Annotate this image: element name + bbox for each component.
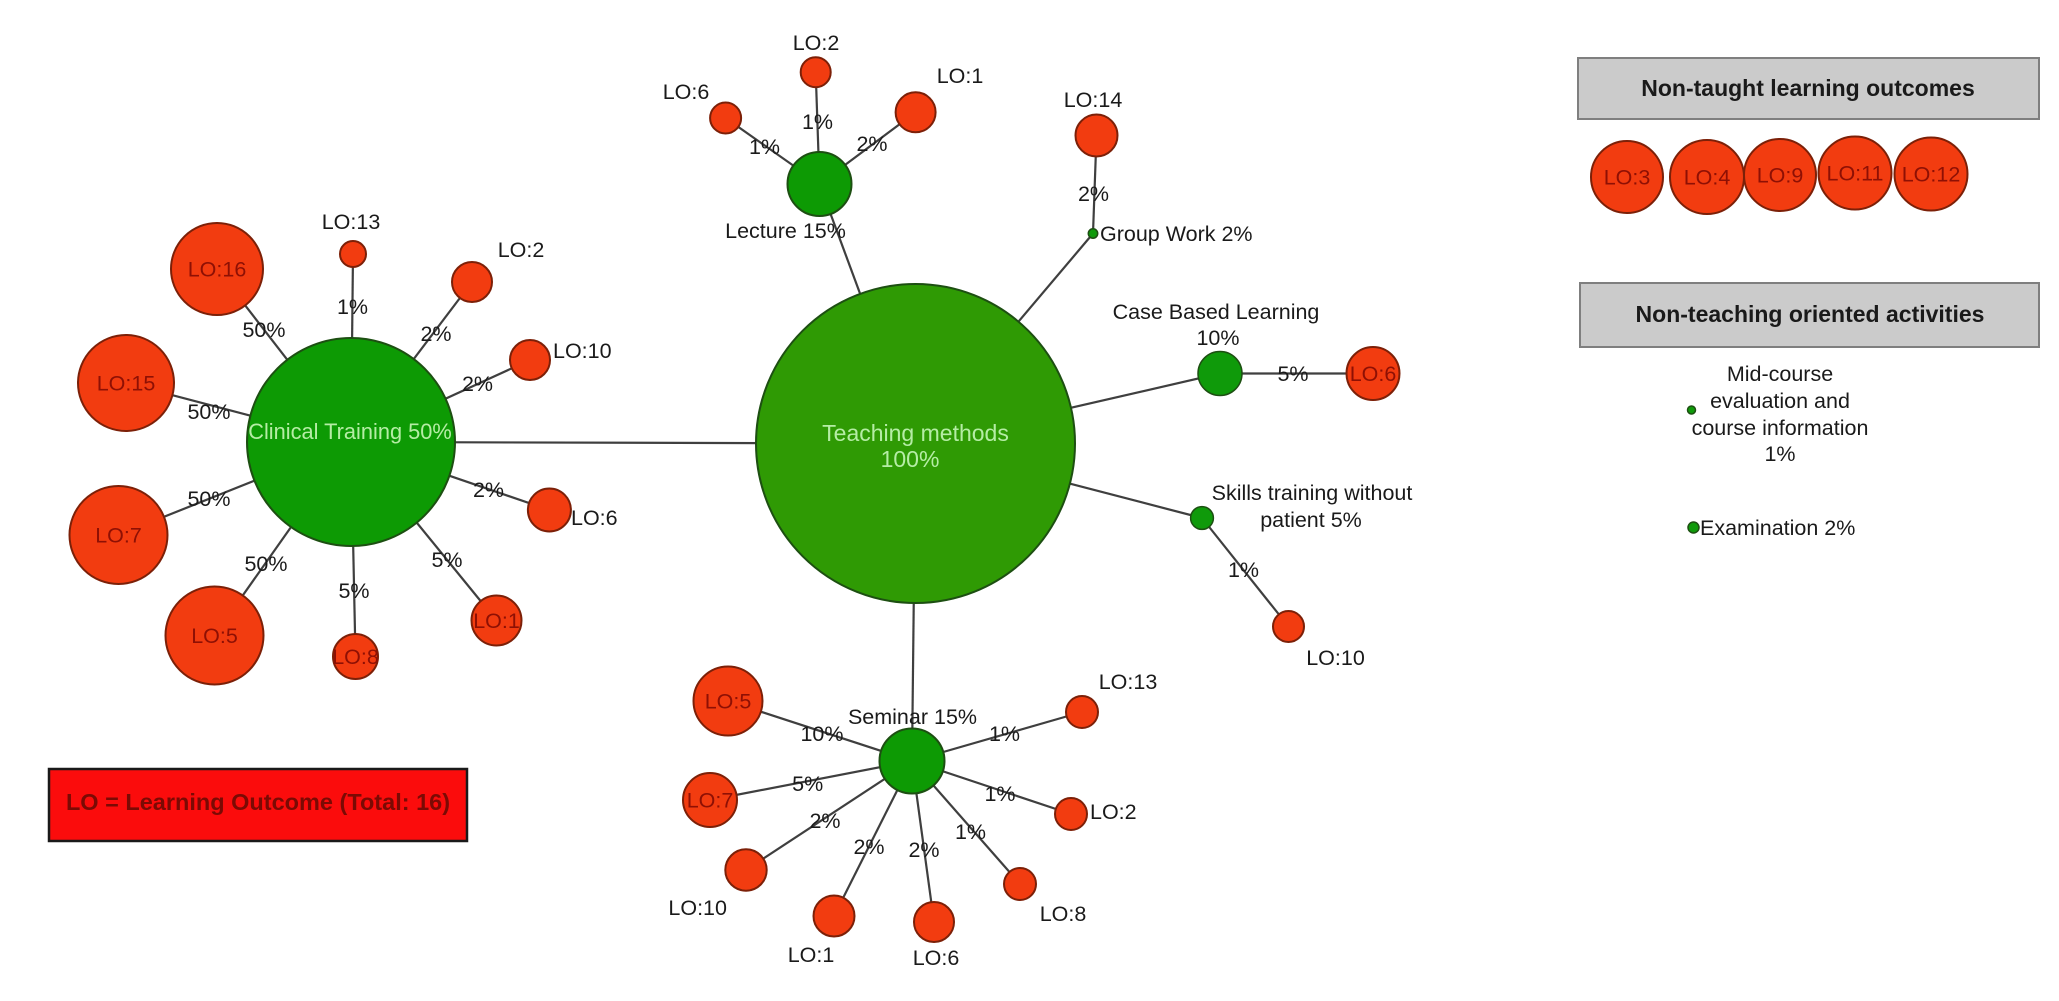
svg-text:Non-taught learning outcomes: Non-taught learning outcomes [1641, 75, 1975, 101]
svg-text:1%: 1% [337, 295, 368, 319]
svg-text:evaluation and: evaluation and [1710, 389, 1850, 413]
svg-text:LO:7: LO:7 [687, 789, 734, 813]
svg-text:1%: 1% [802, 110, 833, 134]
svg-text:LO:15: LO:15 [97, 372, 156, 396]
svg-text:LO:8: LO:8 [332, 645, 379, 669]
svg-text:Skills training without: Skills training without [1212, 481, 1413, 505]
svg-text:2%: 2% [1078, 182, 1109, 206]
svg-text:Group Work 2%: Group Work 2% [1100, 222, 1253, 246]
svg-text:Lecture 15%: Lecture 15% [725, 219, 846, 243]
svg-text:2%: 2% [856, 132, 887, 156]
svg-text:5%: 5% [338, 579, 369, 603]
svg-text:1%: 1% [1228, 558, 1259, 582]
svg-text:1%: 1% [989, 722, 1020, 746]
svg-text:LO:5: LO:5 [705, 690, 752, 714]
svg-text:LO:14: LO:14 [1064, 88, 1123, 112]
svg-text:course information: course information [1692, 416, 1869, 440]
svg-text:LO:6: LO:6 [1350, 362, 1397, 386]
svg-text:LO:5: LO:5 [191, 624, 238, 648]
svg-text:2%: 2% [462, 372, 493, 396]
svg-text:LO:1: LO:1 [788, 943, 835, 967]
svg-text:LO:11: LO:11 [1827, 162, 1884, 186]
svg-text:patient 5%: patient 5% [1260, 508, 1362, 532]
svg-text:Examination 2%: Examination 2% [1700, 516, 1855, 540]
svg-text:50%: 50% [187, 400, 230, 424]
svg-text:LO:1: LO:1 [937, 64, 984, 88]
svg-text:LO:10: LO:10 [668, 896, 727, 920]
svg-text:LO:7: LO:7 [95, 524, 142, 548]
svg-text:2%: 2% [473, 478, 504, 502]
svg-text:LO:1: LO:1 [473, 609, 520, 633]
svg-text:10%: 10% [800, 722, 843, 746]
svg-text:5%: 5% [431, 548, 462, 572]
svg-text:1%: 1% [955, 820, 986, 844]
svg-text:1%: 1% [1764, 442, 1795, 466]
svg-text:Seminar 15%: Seminar 15% [848, 705, 977, 729]
svg-text:LO:2: LO:2 [793, 31, 840, 55]
svg-text:LO:16: LO:16 [188, 258, 247, 282]
svg-text:5%: 5% [1277, 362, 1308, 386]
svg-text:2%: 2% [908, 838, 939, 862]
svg-text:LO:13: LO:13 [322, 210, 381, 234]
svg-text:1%: 1% [984, 782, 1015, 806]
svg-text:2%: 2% [853, 835, 884, 859]
svg-text:Case Based Learning: Case Based Learning [1113, 300, 1320, 324]
svg-text:50%: 50% [187, 487, 230, 511]
svg-text:50%: 50% [242, 318, 285, 342]
svg-text:LO:6: LO:6 [571, 506, 618, 530]
svg-text:LO:6: LO:6 [913, 946, 960, 970]
svg-text:LO:3: LO:3 [1604, 166, 1651, 190]
svg-text:2%: 2% [809, 809, 840, 833]
svg-text:LO:6: LO:6 [663, 80, 710, 104]
svg-text:LO:2: LO:2 [1090, 800, 1137, 824]
svg-text:2%: 2% [420, 322, 451, 346]
svg-text:LO:12: LO:12 [1902, 163, 1961, 187]
svg-text:LO:4: LO:4 [1684, 166, 1731, 190]
svg-text:Non-teaching oriented activiti: Non-teaching oriented activities [1636, 301, 1985, 327]
svg-text:LO:10: LO:10 [1306, 646, 1365, 670]
svg-text:LO:10: LO:10 [553, 339, 612, 363]
svg-text:LO:9: LO:9 [1757, 164, 1804, 188]
svg-text:LO = Learning Outcome (Total:: LO = Learning Outcome (Total: 16) [66, 789, 450, 815]
svg-text:5%: 5% [792, 772, 823, 796]
svg-text:1%: 1% [749, 135, 780, 159]
svg-text:100%: 100% [881, 446, 940, 472]
svg-text:10%: 10% [1196, 326, 1239, 350]
svg-text:Mid-course: Mid-course [1727, 362, 1833, 386]
svg-text:LO:8: LO:8 [1040, 902, 1087, 926]
svg-text:LO:2: LO:2 [498, 238, 545, 262]
svg-text:LO:13: LO:13 [1099, 670, 1158, 694]
svg-text:50%: 50% [244, 552, 287, 576]
svg-text:Teaching methods: Teaching methods [822, 420, 1009, 446]
svg-text:Clinical Training 50%: Clinical Training 50% [248, 419, 452, 444]
